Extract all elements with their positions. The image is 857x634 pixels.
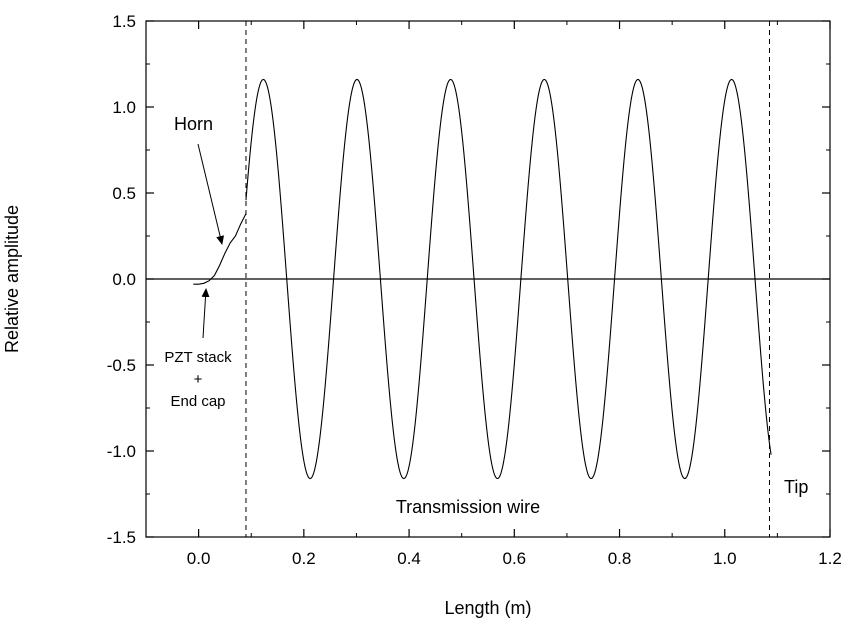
y-tick-label: -0.5 — [107, 356, 136, 375]
y-tick-label: 0.0 — [112, 270, 136, 289]
horn-arrow — [197, 143, 225, 245]
x-tick-label: 0.4 — [397, 549, 421, 568]
annotation-pzt-line3: End cap — [170, 393, 225, 410]
y-tick-label: 1.0 — [112, 98, 136, 117]
annotation-pzt-line2: + — [194, 371, 203, 388]
pzt-arrow — [201, 288, 210, 339]
annotations: Horn PZT stack + End cap Transmission wi… — [164, 114, 808, 517]
curves — [193, 78, 772, 480]
y-tick-label: -1.5 — [107, 528, 136, 547]
transmission-wave-curve — [245, 78, 772, 480]
y-tick-label: -1.0 — [107, 442, 136, 461]
reference-lines — [146, 21, 830, 537]
x-tick-label: 0.8 — [608, 549, 632, 568]
x-axis-title: Length (m) — [444, 598, 531, 618]
x-tick-label: 0.2 — [292, 549, 316, 568]
x-tick-label: 0.6 — [502, 549, 526, 568]
y-tick-label: 1.5 — [112, 12, 136, 31]
annotation-tip: Tip — [784, 477, 808, 497]
annotation-horn: Horn — [174, 114, 213, 134]
y-axis-title: Relative amplitude — [2, 205, 22, 353]
y-tick-label: 0.5 — [112, 184, 136, 203]
axis-ticks: 0.0 0.2 0.4 0.6 0.8 1.0 1.2 -1.5 -1.0 -0.5 0.0 0.5 1… — [107, 12, 842, 568]
x-tick-label: 1.2 — [818, 549, 842, 568]
horn-pzt-curve — [193, 213, 247, 285]
annotation-pzt-line1: PZT stack — [164, 349, 232, 366]
x-tick-label: 1.0 — [713, 549, 737, 568]
x-tick-label: 0.0 — [187, 549, 211, 568]
annotation-transmission-wire: Transmission wire — [396, 497, 540, 517]
